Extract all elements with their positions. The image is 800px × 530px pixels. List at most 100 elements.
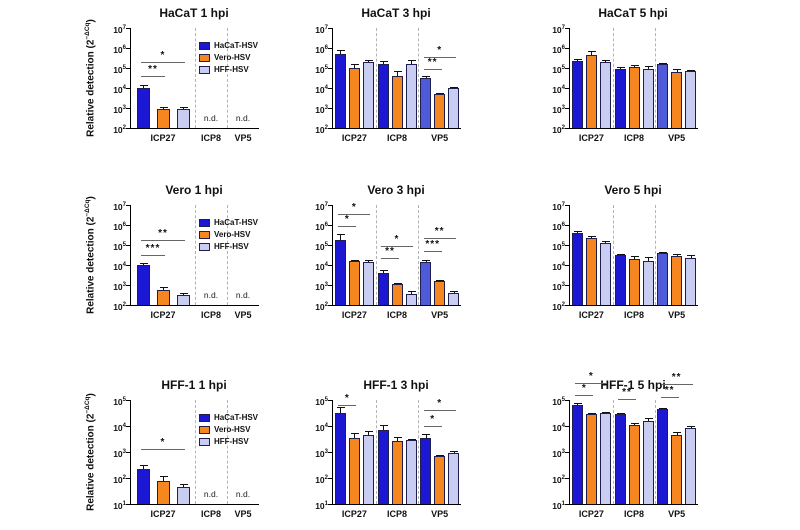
x-category-label: ICP27	[578, 133, 604, 143]
bar	[420, 78, 432, 128]
error-bar-cap	[573, 402, 582, 404]
bar	[348, 260, 360, 305]
error-bar-cap	[422, 259, 431, 261]
significance-stars: **	[427, 57, 438, 68]
error-bar-cap	[436, 280, 445, 282]
significance-line	[141, 62, 185, 63]
significance-line	[423, 251, 442, 252]
error-bar-cap	[644, 66, 653, 68]
bar	[642, 421, 654, 504]
chart-title: HaCaT 3 hpi	[361, 6, 431, 20]
x-category-label: ICP27	[341, 509, 367, 519]
bar	[136, 265, 150, 305]
x-category-label: ICP27	[341, 310, 367, 320]
error-bar	[143, 464, 144, 470]
plot-area: 101 102 103 104 105 ICP27 * ICP8 n.d. VP5 n.d. HaCa…	[113, 397, 259, 519]
significance-line	[141, 449, 185, 451]
error-bar-cap	[673, 431, 682, 433]
y-tick-label: 102	[113, 124, 126, 135]
y-tick-mark	[126, 284, 131, 286]
error-bar-cap	[350, 63, 359, 65]
nd-label: n.d.	[235, 290, 251, 300]
y-tick-label: 102	[315, 124, 328, 135]
chart-title: HFF-1 1 hpi	[161, 378, 227, 392]
y-tick-mark	[328, 27, 333, 29]
plot-area: 102 103 104 105 106 107 ICP27 *** ** ICP8 n.d. VP5 n…	[113, 202, 259, 320]
y-tick-mark	[565, 399, 570, 401]
legend-label: HaCaT-HSV	[214, 218, 259, 227]
error-bar	[425, 259, 427, 263]
error-bar-cap	[422, 75, 431, 77]
error-bar	[648, 66, 649, 69]
plot-area: 101 102 103 104 105 ICP27 * * ICP8 ** VP5 ** **	[552, 371, 698, 519]
error-bar-cap	[159, 107, 168, 109]
error-bar-cap	[422, 433, 431, 435]
y-tick-label: 103	[552, 448, 565, 459]
y-axis-label: Relative detection (2−ΔCq)	[84, 19, 97, 137]
significance-line	[423, 57, 456, 58]
y-tick-label: 101	[113, 500, 126, 511]
y-tick-label: 107	[113, 201, 126, 212]
x-category-label: VP5	[234, 310, 252, 320]
subplot-vero-3hpi: Vero 3 hpi 102 103 104 105 106 107 ICP27 * * ICP8 *…	[270, 174, 535, 352]
y-tick-mark	[126, 264, 131, 266]
y-tick-label: 106	[552, 44, 565, 55]
bar	[362, 434, 374, 504]
y-tick-label: 105	[315, 396, 328, 407]
x-category-label: VP5	[234, 133, 252, 143]
y-tick-label: 104	[113, 422, 126, 433]
significance-line	[338, 405, 357, 407]
y-tick-mark	[126, 204, 131, 206]
bar	[377, 272, 389, 305]
bar	[334, 54, 346, 128]
error-bar-cap	[179, 107, 188, 109]
error-bar-cap	[601, 59, 610, 61]
y-tick-mark	[328, 127, 333, 129]
error-bar	[577, 59, 579, 62]
error-bar	[634, 255, 635, 259]
error-bar-cap	[573, 59, 582, 61]
y-tick-label: 106	[315, 221, 328, 232]
legend-label: HaCaT-HSV	[214, 41, 259, 50]
error-bar-cap	[644, 418, 653, 420]
y-tick-label: 107	[113, 24, 126, 35]
error-bar-cap	[159, 476, 168, 478]
error-bar	[183, 292, 184, 296]
chart-title: Vero 1 hpi	[165, 183, 223, 197]
x-category-label: VP5	[668, 133, 686, 143]
significance-stars: *	[394, 234, 400, 245]
y-tick-mark	[565, 204, 570, 206]
legend-item: HaCaT-HSV	[199, 218, 258, 227]
nd-label: n.d.	[235, 113, 251, 123]
y-tick-label: 103	[113, 281, 126, 292]
error-bar-cap	[436, 454, 445, 456]
bar	[685, 71, 697, 128]
error-bar	[340, 406, 342, 413]
y-tick-mark	[565, 304, 570, 306]
plot-area: 102 103 104 105 106 107 ICP27 ICP8 VP5 ** *	[315, 25, 461, 143]
nd-label: n.d.	[203, 290, 219, 300]
y-tick-label: 104	[315, 422, 328, 433]
error-bar-cap	[407, 438, 416, 440]
x-category-label: ICP27	[150, 133, 176, 143]
significance-stars: *	[437, 45, 443, 56]
y-tick-mark	[565, 244, 570, 246]
plot-area: 102 103 104 105 106 107 ICP27 * * ICP8 ** * VP5 *** **	[315, 202, 461, 320]
error-bar-cap	[364, 260, 373, 262]
bar	[176, 487, 190, 504]
y-tick-label: 107	[552, 24, 565, 35]
bar	[434, 281, 446, 305]
y-tick-mark	[328, 425, 333, 427]
x-category-label: ICP27	[578, 509, 604, 519]
legend: HaCaT-HSV Vero-HSV HFF-HSV	[199, 41, 258, 77]
error-bar	[397, 71, 398, 76]
legend-swatch	[199, 242, 210, 251]
legend-swatch	[199, 413, 210, 422]
subplot-hacat-1hpi: HaCaT 1 hpi Relative detection (2−ΔCq) 102…	[0, 0, 270, 174]
y-tick-label: 107	[552, 201, 565, 212]
bar	[420, 437, 432, 504]
y-tick-label: 103	[315, 104, 328, 115]
y-tick-label: 102	[113, 301, 126, 312]
y-tick-label: 104	[113, 84, 126, 95]
bar	[176, 295, 190, 305]
